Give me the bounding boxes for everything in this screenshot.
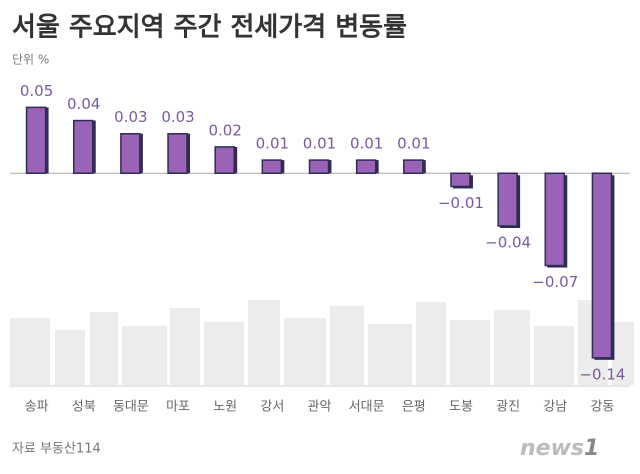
x-tick-label: 성북 [72, 400, 96, 415]
value-label: 0.03 [114, 108, 147, 126]
bar [72, 119, 94, 175]
x-tick-label: 광진 [496, 400, 520, 415]
x-tick-label: 노원 [213, 400, 237, 415]
x-tick-label: 서대문 [349, 400, 385, 415]
bar [214, 146, 235, 175]
x-tick-label: 강남 [543, 400, 567, 415]
x-tick-label: 관악 [308, 400, 332, 415]
value-label: 0.02 [208, 121, 241, 139]
unit-label: 단위 % [12, 53, 49, 67]
value-label: 0.01 [397, 135, 430, 153]
bar [120, 132, 141, 175]
x-tick-label: 동대문 [113, 400, 149, 415]
value-label: 0.05 [20, 82, 53, 100]
bar [497, 172, 518, 227]
value-label: 0.01 [303, 135, 336, 153]
x-tick-label: 마포 [166, 400, 190, 415]
bar [167, 132, 188, 175]
source: 자료 부동산114 [12, 442, 101, 457]
value-label: 0.04 [67, 95, 100, 113]
bar [450, 172, 471, 188]
x-tick-label: 강서 [260, 400, 284, 415]
skyline [10, 300, 634, 385]
bar [308, 159, 330, 175]
logo-number: 1 [584, 436, 599, 461]
x-tick-label: 송파 [25, 400, 49, 415]
bar [403, 159, 424, 175]
x-tick-label: 은평 [402, 400, 426, 415]
value-label: −0.01 [438, 194, 484, 212]
x-tick-label: 강동 [590, 400, 614, 415]
value-label: 0.01 [350, 135, 383, 153]
value-label: −0.14 [579, 365, 625, 383]
value-label: −0.07 [532, 273, 578, 291]
bar [25, 106, 47, 175]
value-label: −0.04 [485, 234, 531, 252]
logo-word: news [520, 436, 584, 461]
bar [591, 172, 613, 359]
chart-title: 서울 주요지역 주간 전세가격 변동률 [12, 13, 407, 43]
value-label: 0.01 [256, 135, 289, 153]
logo: news1 [520, 436, 599, 461]
bar [544, 172, 566, 267]
value-label: 0.03 [161, 108, 194, 126]
x-tick-label: 도봉 [449, 400, 473, 415]
bar [355, 159, 377, 175]
bar [261, 159, 283, 175]
